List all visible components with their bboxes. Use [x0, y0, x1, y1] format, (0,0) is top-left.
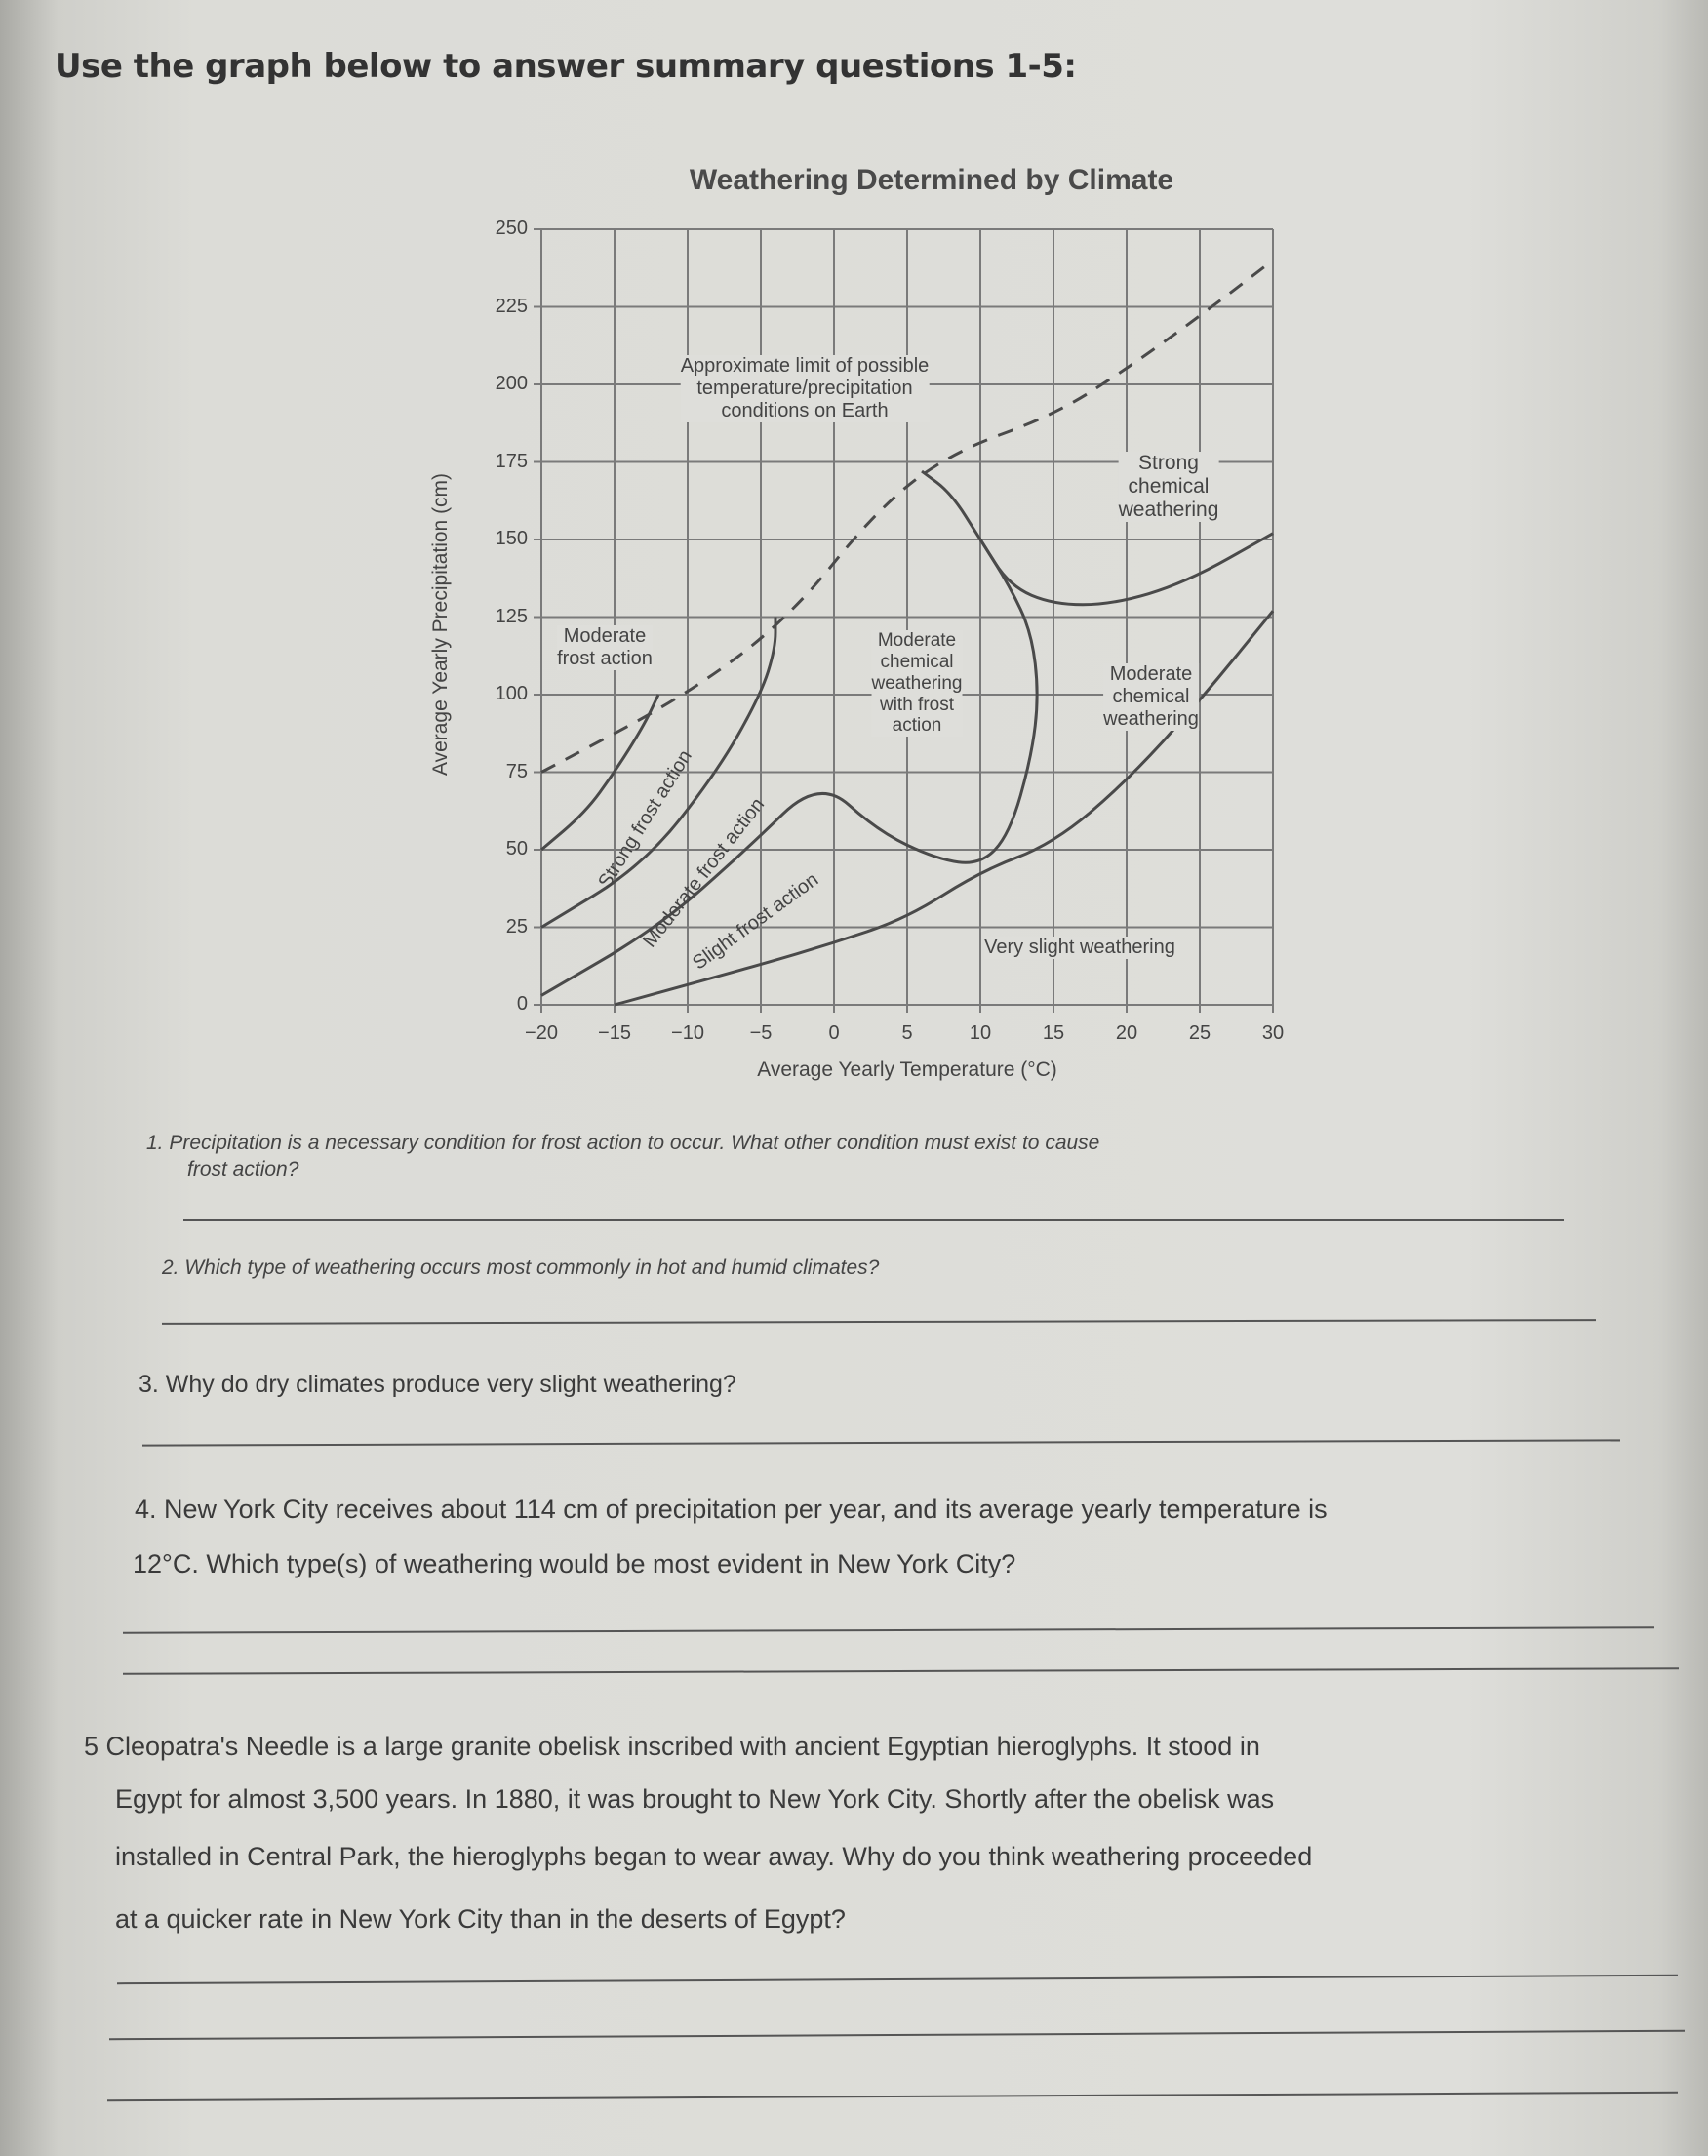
- question-4-line-1: 4. New York City receives about 114 cm o…: [135, 1495, 1328, 1524]
- limit-boundary-dashed: [540, 259, 1274, 774]
- x-tick-label: 20: [1115, 1022, 1138, 1044]
- region-line: frost action: [557, 648, 653, 669]
- y-tick-label: 100: [495, 683, 528, 704]
- region-line: weathering: [871, 672, 963, 694]
- question-5-line-1: 5 Cleopatra's Needle is a large granite …: [84, 1732, 1260, 1761]
- weathering-boundary-4: [978, 532, 1274, 607]
- x-tick-label: 5: [901, 1022, 913, 1044]
- x-tick-label: 30: [1261, 1022, 1285, 1044]
- region-line: chemical: [1128, 475, 1210, 499]
- x-tick-label: 0: [828, 1022, 840, 1044]
- question-1-line-2: frost action?: [187, 1158, 299, 1180]
- annotation-line: Approximate limit of possible: [680, 355, 930, 377]
- x-tick-label: −10: [671, 1022, 704, 1044]
- region-line: Moderate: [877, 630, 957, 651]
- x-tick-label: −15: [598, 1022, 631, 1044]
- question-4-line-2: 12°C. Which type(s) of weathering would …: [133, 1549, 1016, 1578]
- region-moderate-chemical: Moderate chemical weathering: [1103, 663, 1199, 731]
- region-line: chemical: [1112, 686, 1190, 707]
- y-tick-label: 125: [495, 605, 528, 627]
- answer-line-1[interactable]: [183, 1219, 1564, 1221]
- x-tick-label: 10: [969, 1022, 992, 1044]
- x-tick-label: −20: [525, 1022, 558, 1044]
- x-axis-label: Average Yearly Temperature (°C): [757, 1058, 1057, 1081]
- question-5-line-2: Egypt for almost 3,500 years. In 1880, i…: [115, 1784, 1275, 1814]
- y-tick-label: 200: [495, 373, 528, 394]
- region-line: with frost: [879, 694, 955, 715]
- weathering-boundary-2: [540, 617, 777, 929]
- y-tick-label: 0: [516, 993, 528, 1015]
- annotation-line: conditions on Earth: [721, 400, 889, 421]
- question-2: 2. Which type of weathering occurs most …: [162, 1257, 880, 1279]
- region-line: Moderate: [563, 625, 647, 647]
- question-5-line-4: at a quicker rate in New York City than …: [115, 1904, 846, 1934]
- chart-title: Weathering Determined by Climate: [689, 164, 1174, 196]
- question-3: 3. Why do dry climates produce very slig…: [139, 1371, 736, 1398]
- region-line: Moderate: [1109, 663, 1193, 685]
- annotation-limit: Approximate limit of possible temperatur…: [680, 355, 930, 422]
- region-strong-chemical: Strong chemical weathering: [1118, 452, 1219, 523]
- weathering-boundary-1: [540, 694, 660, 852]
- y-tick-label: 75: [505, 760, 528, 782]
- worksheet-header: Use the graph below to answer summary qu…: [55, 47, 1077, 86]
- region-very-slight: Very slight weathering: [984, 937, 1175, 959]
- x-tick-label: 25: [1188, 1022, 1211, 1044]
- y-tick-label: 150: [495, 528, 528, 549]
- x-tick-label: −5: [749, 1022, 773, 1044]
- question-1-line-1: 1. Precipitation is a necessary conditio…: [146, 1132, 1100, 1154]
- question-5-line-3: installed in Central Park, the hieroglyp…: [115, 1842, 1313, 1871]
- y-axis-label: Average Yearly Precipitation (cm): [429, 472, 452, 777]
- y-tick-label: 175: [495, 450, 528, 472]
- region-moderate-chemical-frost: Moderate chemical weathering with frost …: [871, 630, 963, 738]
- y-tick-label: 250: [495, 218, 528, 239]
- x-tick-label: 15: [1042, 1022, 1065, 1044]
- weathering-boundary-5: [614, 610, 1275, 1007]
- region-line: action: [892, 715, 942, 737]
- annotation-line: temperature/precipitation: [696, 378, 913, 399]
- y-tick-label: 50: [505, 838, 528, 859]
- weathering-boundary-3: [540, 469, 1039, 997]
- region-line: weathering: [1118, 499, 1219, 522]
- y-tick-label: 25: [505, 915, 528, 938]
- region-line: Strong: [1138, 452, 1199, 474]
- y-tick-label: 225: [495, 295, 528, 317]
- region-moderate-frost: Moderate frost action: [557, 625, 653, 670]
- region-line: chemical: [880, 651, 954, 672]
- region-line: weathering: [1103, 708, 1199, 730]
